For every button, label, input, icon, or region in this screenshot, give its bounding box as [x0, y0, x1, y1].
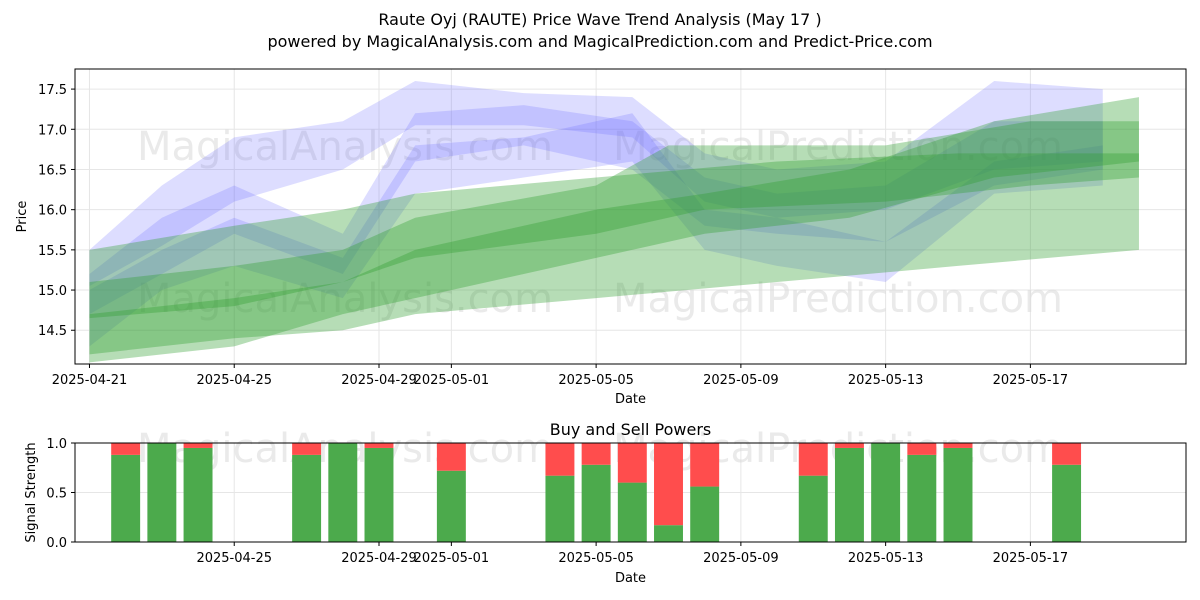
y-tick-label: 16.0: [38, 204, 67, 219]
buy-power-bar: [798, 475, 828, 542]
green-wave-band: [89, 121, 1139, 319]
y-tick-label: 17.0: [38, 123, 67, 138]
x-tick-label: 2025-04-29: [341, 373, 417, 388]
x-tick-label: 2025-05-05: [558, 373, 634, 388]
sell-power-bar: [943, 443, 973, 448]
y-tick-label: 15.0: [38, 284, 67, 299]
subplot-title: Buy and Sell Powers: [550, 420, 712, 439]
sell-power-bar: [436, 443, 466, 471]
buy-power-bar: [690, 486, 720, 542]
buy-power-bar: [871, 443, 901, 542]
green-wave-band: [89, 153, 1139, 355]
sell-power-bar: [907, 443, 937, 455]
sell-power-bar: [581, 443, 611, 465]
sell-power-bar: [834, 443, 864, 448]
buy-power-bar: [545, 475, 575, 542]
y-tick-label: 14.5: [38, 324, 67, 339]
buy-power-bar: [654, 525, 683, 542]
watermark-text: MagicalPrediction.com: [613, 276, 1063, 322]
sell-power-bar: [364, 443, 394, 448]
y-axis-label: Price: [15, 201, 30, 233]
y-tick-label: 0.5: [46, 487, 67, 502]
chart-title: Raute Oyj (RAUTE) Price Wave Trend Analy…: [378, 10, 822, 29]
sell-power-bar: [292, 443, 322, 455]
watermark-text: MagicalAnalysis.com: [137, 124, 553, 170]
sell-power-bar: [1052, 443, 1082, 465]
y-tick-label: 16.5: [38, 163, 67, 178]
top-axes-frame: [74, 68, 1187, 365]
y-tick-label: 1.0: [46, 437, 67, 452]
buy-power-bar: [617, 482, 647, 542]
buy-power-bar: [834, 447, 864, 542]
sell-power-bar: [690, 443, 720, 487]
sell-power-bar: [183, 443, 213, 448]
x-tick-label: 2025-05-09: [703, 373, 779, 388]
x-tick-label: 2025-05-09: [703, 551, 779, 566]
buy-power-bar: [943, 447, 973, 542]
x-tick-label: 2025-04-25: [196, 373, 272, 388]
buy-power-bar: [328, 443, 358, 542]
sell-power-bar: [617, 443, 647, 483]
buy-power-bar: [1052, 464, 1082, 542]
sell-power-bar: [545, 443, 575, 476]
buy-power-bar: [183, 447, 213, 542]
x-tick-label: 2025-04-21: [52, 373, 128, 388]
buy-power-bar: [292, 454, 322, 542]
y-axis-label: Signal Strength: [24, 442, 39, 542]
chart-subtitle: powered by MagicalAnalysis.com and Magic…: [267, 32, 933, 51]
watermark-text: MagicalPrediction.com: [613, 124, 1063, 170]
watermark-text: MagicalAnalysis.com: [137, 276, 553, 322]
bands-group: [89, 81, 1139, 363]
x-tick-label: 2025-05-01: [414, 373, 490, 388]
x-tick-label: 2025-05-01: [414, 551, 490, 566]
sell-power-bar: [654, 443, 683, 526]
buy-power-bar: [581, 464, 611, 542]
sell-power-bar: [111, 443, 141, 455]
y-tick-label: 17.5: [38, 83, 67, 98]
blue-wave-band: [89, 105, 1103, 315]
x-tick-label: 2025-05-13: [848, 551, 924, 566]
x-tick-label: 2025-05-17: [993, 373, 1069, 388]
buy-power-bar: [907, 454, 937, 542]
buy-power-bar: [111, 454, 141, 542]
buy-power-bar: [436, 470, 466, 542]
green-wave-band: [89, 97, 1139, 363]
buy-power-bar: [147, 443, 177, 542]
x-tick-label: 2025-05-05: [558, 551, 634, 566]
y-tick-label: 0.0: [46, 536, 67, 551]
y-tick-label: 15.5: [38, 244, 67, 259]
blue-wave-band: [89, 81, 1103, 287]
x-axis-label: Date: [615, 392, 646, 407]
x-tick-label: 2025-05-13: [848, 373, 924, 388]
x-axis-label: Date: [615, 571, 646, 586]
x-tick-label: 2025-05-17: [993, 551, 1069, 566]
x-tick-label: 2025-04-25: [196, 551, 272, 566]
x-tick-label: 2025-04-29: [341, 551, 417, 566]
blue-wave-band: [89, 113, 1103, 347]
buy-power-bar: [364, 447, 394, 542]
sell-power-bar: [798, 443, 828, 476]
